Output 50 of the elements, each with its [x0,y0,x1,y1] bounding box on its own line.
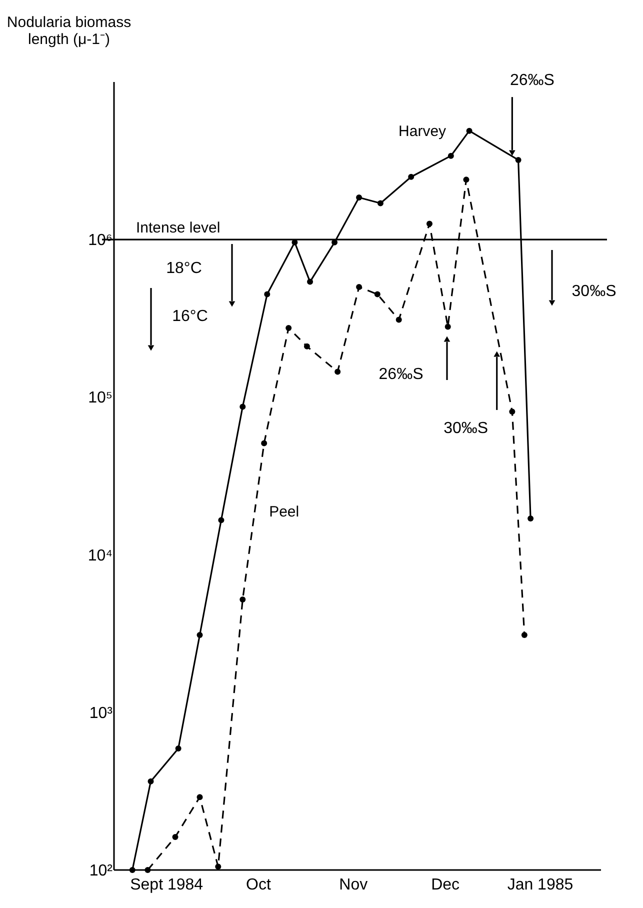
annotation: 30‰S [444,420,488,437]
point [264,291,270,298]
point [218,517,224,524]
point [356,194,362,200]
y-tick-label: 10² [89,862,114,880]
point [377,200,384,206]
series-label: Harvey [398,122,447,140]
point [240,404,246,410]
point [172,834,178,840]
point [374,291,380,298]
y-tick-label: 10⁶ [88,232,112,250]
point [307,278,314,285]
point [196,794,203,800]
annotation: 18°C [166,260,202,277]
x-tick-label: Sept 1984 [130,876,204,894]
annotation: 26‰S [510,72,554,90]
point [448,152,454,159]
point [515,156,522,163]
point [261,440,268,446]
point [215,864,222,870]
annotation: 30‰S [572,283,616,300]
point [334,368,341,375]
point [521,632,528,638]
y-tick-label: 10³ [89,704,114,722]
x-tick-label: Oct [246,876,272,894]
series-label: Peel [269,503,300,520]
point [356,284,362,290]
point [466,128,472,134]
y-tick-label: 10⁴ [88,547,113,564]
y-tick-label: 10⁵ [88,390,112,407]
x-tick-label: Nov [339,876,368,894]
annotation: 26‰S [378,366,424,383]
ref-line-label: Intense level [136,220,220,237]
point [148,778,154,784]
point [196,632,203,638]
point [240,596,246,603]
x-tick-label: Jan 1985 [507,876,574,894]
point [463,176,470,183]
point [426,220,432,227]
point [444,324,451,330]
point [408,174,414,180]
x-tick-label: Dec [431,876,460,894]
point [528,515,534,522]
point [509,408,516,415]
annotation: 16°C [172,308,208,325]
point [304,343,310,350]
point [286,324,292,331]
y-axis-title: Nodularia biomass length (μ-1⁻) [6,14,132,48]
point [175,746,182,752]
point [396,316,402,323]
